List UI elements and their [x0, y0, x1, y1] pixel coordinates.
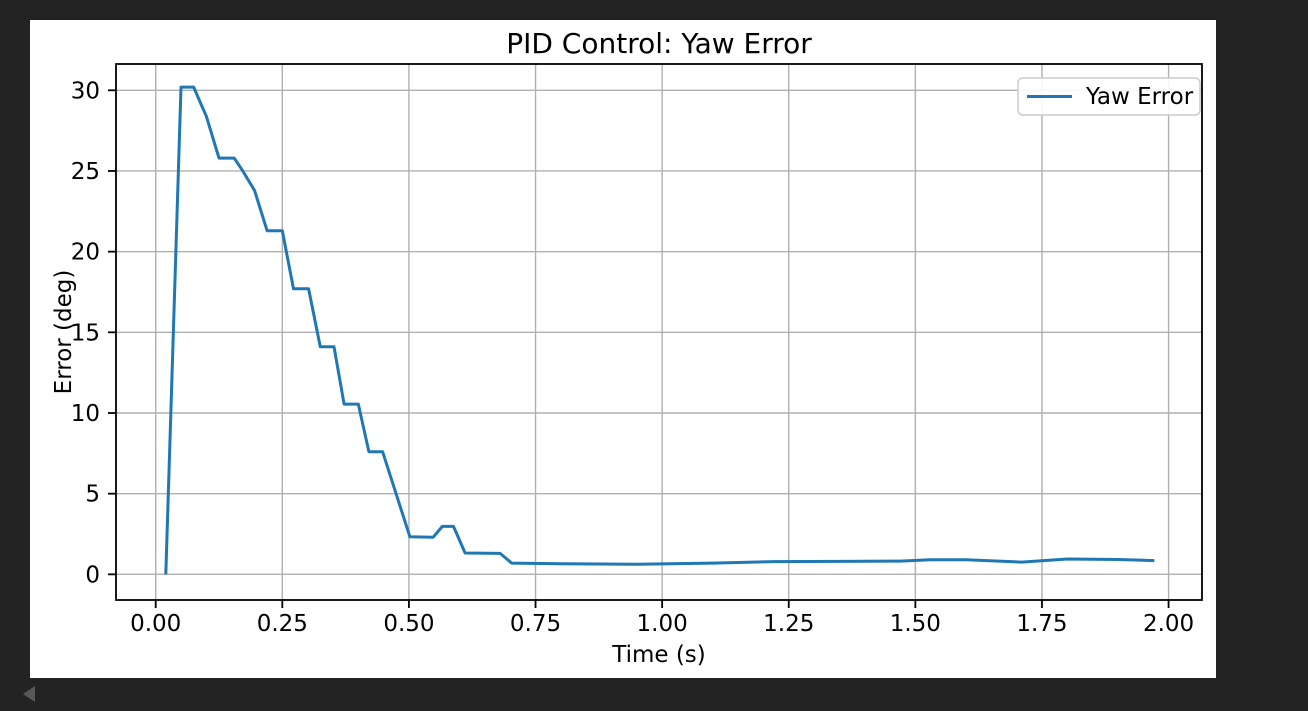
- x-tick-label: 2.00: [1143, 611, 1194, 637]
- back-triangle-icon[interactable]: [23, 686, 35, 702]
- x-tick-label: 0.75: [510, 611, 561, 637]
- chart-title: PID Control: Yaw Error: [506, 27, 812, 60]
- x-tick-label: 0.50: [383, 611, 434, 637]
- x-tick-label: 1.00: [637, 611, 688, 637]
- x-tick-label: 1.50: [890, 611, 941, 637]
- y-tick-label: 15: [71, 320, 100, 346]
- data-line-yaw-error: [164, 85, 1155, 575]
- x-tick-label: 1.25: [763, 611, 814, 637]
- y-tick-label: 5: [85, 482, 100, 508]
- x-tick-label: 0.00: [130, 611, 181, 637]
- x-tick-label: 1.75: [1016, 611, 1067, 637]
- y-tick-label: 10: [71, 401, 100, 427]
- legend-box: [1017, 77, 1201, 116]
- x-axis-label: Time (s): [611, 642, 706, 668]
- y-tick-label: 30: [71, 78, 100, 104]
- y-axis-label: Error (deg): [51, 270, 77, 395]
- figure-bg: [30, 20, 1216, 678]
- x-tick-label: 0.25: [257, 611, 308, 637]
- legend-label: Yaw Error: [1085, 84, 1194, 110]
- y-tick-label: 0: [85, 562, 100, 588]
- y-tick-label: 20: [71, 240, 100, 266]
- chart-figure: 0.00 0.25 0.50 0.75 1.00 1.25 1.50 1.75 2.00 0 5 10…: [30, 20, 1216, 678]
- yaw-error-chart: 0.00 0.25 0.50 0.75 1.00 1.25 1.50 1.75 2.00 0 5 10…: [30, 20, 1216, 678]
- y-tick-label: 25: [71, 159, 100, 185]
